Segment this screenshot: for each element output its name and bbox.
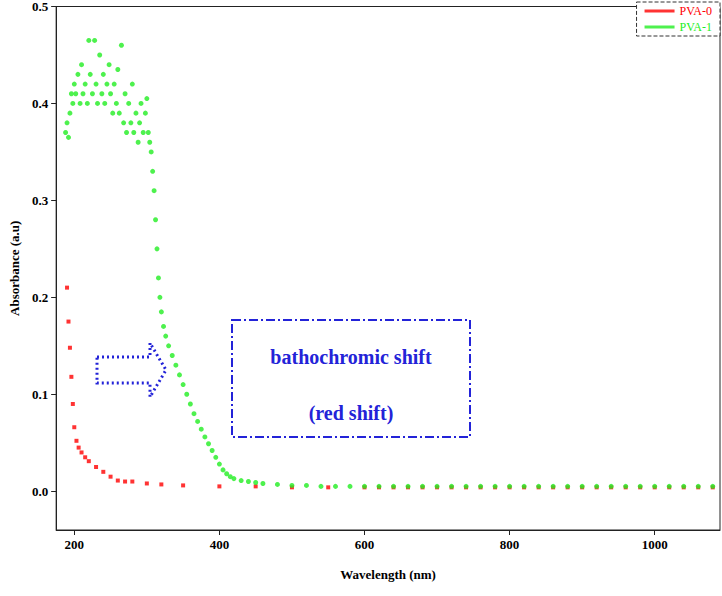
- svg-text:(red shift): (red shift): [309, 402, 394, 425]
- svg-text:1000: 1000: [642, 537, 668, 552]
- svg-text:200: 200: [65, 537, 85, 552]
- svg-text:0.0: 0.0: [32, 484, 48, 499]
- svg-text:400: 400: [210, 537, 230, 552]
- svg-text:bathochromic shift: bathochromic shift: [270, 346, 432, 368]
- svg-text:PVA-1: PVA-1: [680, 20, 712, 34]
- svg-text:0.5: 0.5: [32, 0, 49, 14]
- svg-text:600: 600: [355, 537, 375, 552]
- svg-text:0.4: 0.4: [32, 96, 49, 111]
- svg-text:0.2: 0.2: [32, 290, 48, 305]
- svg-text:0.3: 0.3: [32, 193, 49, 208]
- svg-text:Wavelength (nm): Wavelength (nm): [340, 567, 436, 582]
- svg-text:Absorbance (a.u): Absorbance (a.u): [7, 221, 22, 316]
- svg-text:800: 800: [500, 537, 520, 552]
- svg-text:PVA-0: PVA-0: [680, 4, 712, 18]
- svg-text:0.1: 0.1: [32, 387, 48, 402]
